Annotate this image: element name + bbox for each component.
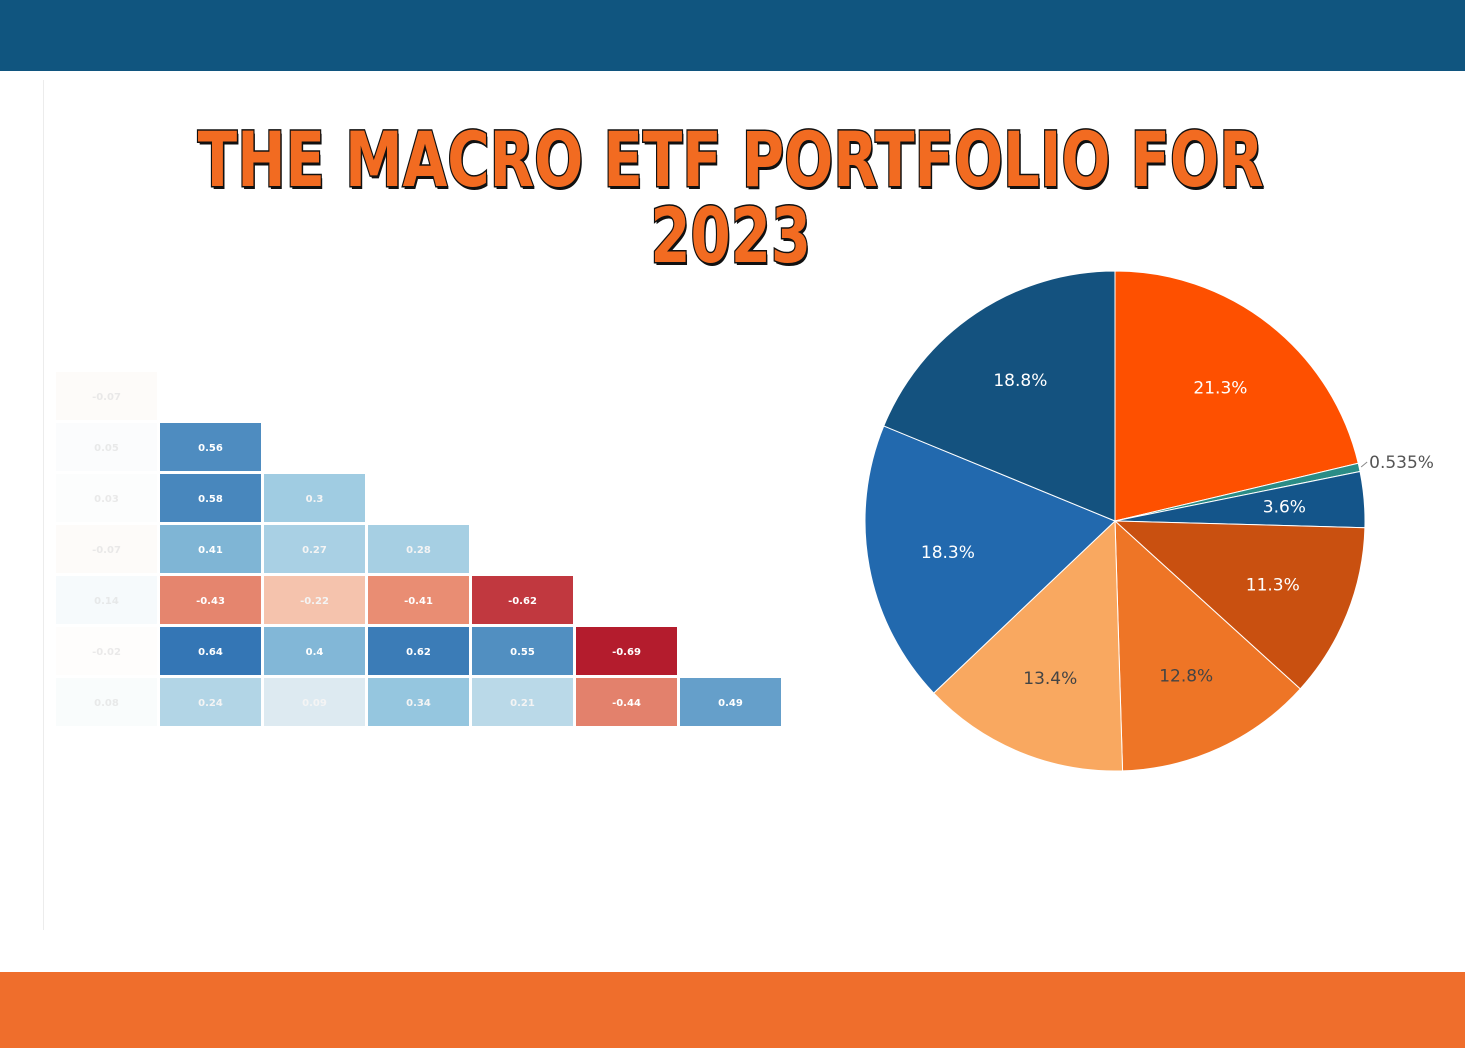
heatmap-cell xyxy=(264,576,365,624)
pie-slice-label: 18.3% xyxy=(921,543,975,563)
heatmap-cell-label: 0.3 xyxy=(306,494,324,505)
bottom-banner-bar xyxy=(0,972,1465,1048)
heatmap-cell-label: -0.02 xyxy=(92,647,121,658)
pie-slice xyxy=(932,519,1124,772)
heatmap-cell xyxy=(160,678,261,726)
heatmap-cell-label: -0.41 xyxy=(404,596,433,607)
heatmap-cell xyxy=(472,678,573,726)
heatmap-cell-label: -0.44 xyxy=(612,698,641,709)
heatmap-cell xyxy=(160,474,261,522)
heatmap-cell-label: -0.22 xyxy=(300,596,329,607)
heatmap-cell-label: 0.49 xyxy=(718,698,743,709)
heatmap-cell xyxy=(264,627,365,675)
heatmap-cell xyxy=(368,627,469,675)
heatmap-cell xyxy=(56,423,157,471)
heatmap-cell-label: -0.62 xyxy=(508,596,537,607)
heatmap-cell xyxy=(680,678,781,726)
heatmap-cell-label: -0.07 xyxy=(92,545,121,556)
pie-slice-label: 21.3% xyxy=(1193,379,1247,399)
heatmap-cell xyxy=(160,576,261,624)
heatmap-cell-label: -0.07 xyxy=(92,392,121,403)
pie-slice-label: 18.8% xyxy=(993,371,1047,391)
heatmap-cell-label: 0.4 xyxy=(306,647,324,658)
pie-slice xyxy=(1113,520,1366,690)
heatmap-cell xyxy=(160,525,261,573)
heatmap-cell-label: 0.03 xyxy=(94,494,119,505)
heatmap-cell-label: 0.27 xyxy=(302,545,327,556)
pie-slice-label: 0.535% xyxy=(1369,453,1434,473)
heatmap-cell-label: -0.43 xyxy=(196,596,225,607)
pie-slice-label: 12.8% xyxy=(1159,666,1213,686)
heatmap-cell-label: 0.08 xyxy=(94,698,119,709)
heatmap-cell xyxy=(576,627,677,675)
heatmap-cell-label: 0.55 xyxy=(510,647,535,658)
heatmap-cell xyxy=(264,525,365,573)
heatmap-cell-label: 0.09 xyxy=(302,698,327,709)
heatmap-cell-label: 0.05 xyxy=(94,443,119,454)
heatmap-cell-label: 0.58 xyxy=(198,494,223,505)
heatmap-cell xyxy=(56,678,157,726)
heatmap-cell xyxy=(56,627,157,675)
heatmap-cell xyxy=(472,576,573,624)
heatmap-cell xyxy=(368,576,469,624)
heatmap-cell-label: 0.62 xyxy=(406,647,431,658)
heatmap-cell-label: -0.69 xyxy=(612,647,641,658)
heatmap-cell-label: 0.24 xyxy=(198,698,223,709)
correlation-heatmap: -0.07 0.05 0.56 0.03 0.58 0.3 -0.07 0.41 0.27 0.2… xyxy=(56,372,781,726)
heatmap-cell xyxy=(160,627,261,675)
heatmap-cell xyxy=(56,576,157,624)
heatmap-cell-label: 0.56 xyxy=(198,443,223,454)
heatmap-cell xyxy=(160,423,261,471)
heatmap-cell-label: 0.34 xyxy=(406,698,431,709)
pie-slice-label: 13.4% xyxy=(1023,669,1077,689)
heatmap-cell-label: 0.41 xyxy=(198,545,223,556)
allocation-pie-chart: 21.3% 0.535% 3.6% 11.3% 12.8% 13.4% 18.3% 18.8% xyxy=(864,270,1434,772)
heatmap-cell xyxy=(56,474,157,522)
heatmap-cell xyxy=(576,678,677,726)
heatmap-cell xyxy=(264,474,365,522)
heatmap-cell xyxy=(264,678,365,726)
top-banner-bar xyxy=(0,0,1465,71)
pie-leader-line xyxy=(1360,461,1368,468)
pie-slice xyxy=(883,270,1116,522)
heatmap-cell-label: 0.28 xyxy=(406,545,431,556)
heatmap-cell xyxy=(472,627,573,675)
heatmap-cell-label: 0.21 xyxy=(510,698,535,709)
heatmap-cell xyxy=(368,678,469,726)
pie-slice-label: 3.6% xyxy=(1263,497,1306,517)
pie-slice xyxy=(1114,270,1359,522)
heatmap-cell xyxy=(56,525,157,573)
pie-slice xyxy=(864,425,1116,694)
heatmap-cell-label: 0.64 xyxy=(198,647,223,658)
pie-slice-label: 11.3% xyxy=(1246,575,1300,595)
heatmap-cell xyxy=(56,372,157,420)
heatmap-cell-label: 0.14 xyxy=(94,596,119,607)
left-divider xyxy=(43,80,44,930)
page-title: THE MACRO ETF PORTFOLIO FOR 2023 xyxy=(197,115,1265,280)
pie-slice xyxy=(1114,519,1301,772)
heatmap-cell xyxy=(368,525,469,573)
